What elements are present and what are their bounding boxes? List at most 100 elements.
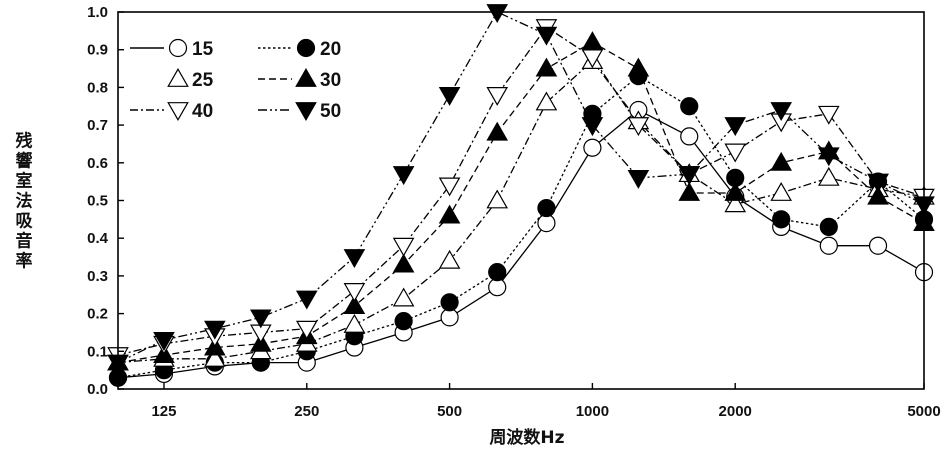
y-tick-label: 0.5 (87, 193, 108, 210)
data-point-50 (535, 26, 558, 46)
data-point-30 (392, 253, 415, 273)
y-tick-label: 0.9 (87, 42, 108, 59)
legend-item-30: 30 (258, 68, 341, 91)
data-point-20 (440, 293, 459, 312)
x-tick-label: 1000 (576, 403, 609, 420)
legend-label: 20 (320, 39, 341, 60)
data-point-30 (770, 151, 792, 171)
y-tick-label: 0.6 (87, 155, 108, 172)
data-point-30 (581, 31, 604, 51)
data-point-50 (438, 87, 461, 106)
x-tick-label: 500 (437, 403, 462, 420)
data-point-50 (153, 332, 175, 351)
data-point-50 (392, 166, 415, 186)
legend-label: 50 (320, 101, 341, 122)
y-tick-label: 1.0 (87, 4, 108, 21)
legend-label: 30 (320, 70, 341, 91)
series-line-40 (117, 26, 925, 356)
y-tick-label: 0.3 (87, 268, 108, 285)
data-point-40 (817, 105, 840, 125)
y-tick-label: 0.2 (87, 306, 108, 323)
data-point-50 (627, 169, 650, 189)
series-line-15 (117, 109, 925, 379)
y-tick-label: 0.0 (87, 381, 108, 398)
data-point-15 (537, 214, 556, 233)
series-layer (117, 11, 925, 379)
legend-item-25: 25 (167, 68, 214, 91)
series-line-25 (117, 60, 925, 364)
data-point-20 (537, 198, 556, 218)
data-point-50 (770, 102, 792, 122)
data-point-30 (486, 121, 509, 141)
data-point-50 (295, 290, 318, 310)
legend-marker (295, 68, 317, 87)
data-point-40 (438, 177, 461, 197)
data-point-30 (627, 57, 650, 77)
legend-marker (296, 38, 316, 58)
data-point-50 (486, 4, 509, 23)
data-point-20 (819, 217, 838, 236)
legend: 15 20 25 30 40 50 (130, 38, 341, 122)
data-point-20 (680, 97, 699, 116)
legend-label: 15 (192, 39, 214, 60)
data-point-30 (343, 295, 366, 314)
x-axis-title: 周波数Hz (489, 427, 564, 448)
y-tick-label: 0.8 (87, 79, 108, 96)
data-point-50 (581, 117, 604, 137)
data-point-25 (535, 91, 558, 111)
data-point-15 (583, 138, 602, 157)
series-line-20 (117, 75, 925, 379)
legend-item-15: 15 (130, 38, 214, 60)
y-tick-label: 0.1 (87, 343, 108, 360)
data-point-25 (343, 313, 366, 333)
data-point-20 (488, 263, 507, 282)
legend-label: 25 (192, 70, 214, 91)
data-point-25 (770, 181, 792, 201)
data-point-50 (678, 166, 701, 186)
data-point-15 (440, 308, 459, 327)
data-point-25 (438, 249, 461, 269)
data-point-40 (295, 320, 318, 340)
data-point-25 (486, 189, 509, 209)
data-point-15 (488, 278, 507, 297)
data-point-15 (868, 236, 888, 255)
data-point-20 (394, 312, 413, 331)
plot-frame (117, 11, 925, 390)
data-point-15 (680, 127, 699, 146)
x-tick-label: 5000 (907, 403, 940, 420)
data-point-40 (581, 49, 604, 69)
data-point-20 (772, 210, 791, 229)
legend-marker (295, 102, 317, 121)
data-point-40 (627, 117, 650, 137)
series-line-50 (117, 11, 925, 364)
legend-item-50: 50 (258, 101, 341, 122)
data-point-30 (438, 204, 461, 224)
data-point-30 (867, 185, 889, 205)
series-line-30 (117, 41, 925, 364)
data-point-50 (250, 309, 272, 329)
legend-marker (167, 102, 189, 121)
data-point-40 (486, 87, 509, 106)
legend-item-40: 40 (130, 101, 213, 122)
data-point-40 (724, 143, 747, 163)
axis-layer: 0.0 0.1 0.2 0.3 0.4 0.5 0.6 0.7 0.8 0.9 1.0 125 250 5… (87, 4, 941, 420)
data-point-50 (817, 147, 840, 167)
data-point-50 (343, 249, 366, 269)
data-point-30 (678, 181, 701, 201)
legend-item-20: 20 (258, 38, 341, 60)
data-point-25 (817, 166, 840, 186)
data-point-50 (867, 173, 889, 193)
data-point-30 (535, 57, 558, 77)
data-point-50 (204, 320, 226, 340)
data-point-15 (819, 236, 838, 255)
data-point-25 (204, 347, 226, 367)
data-point-25 (392, 287, 415, 307)
data-point-40 (343, 283, 366, 302)
data-point-50 (724, 117, 747, 137)
x-tick-label: 250 (294, 403, 319, 420)
x-tick-label: 2000 (719, 403, 752, 420)
y-tick-label: 0.7 (87, 117, 108, 134)
y-tick-label: 0.4 (87, 230, 109, 247)
data-point-25 (724, 193, 747, 213)
